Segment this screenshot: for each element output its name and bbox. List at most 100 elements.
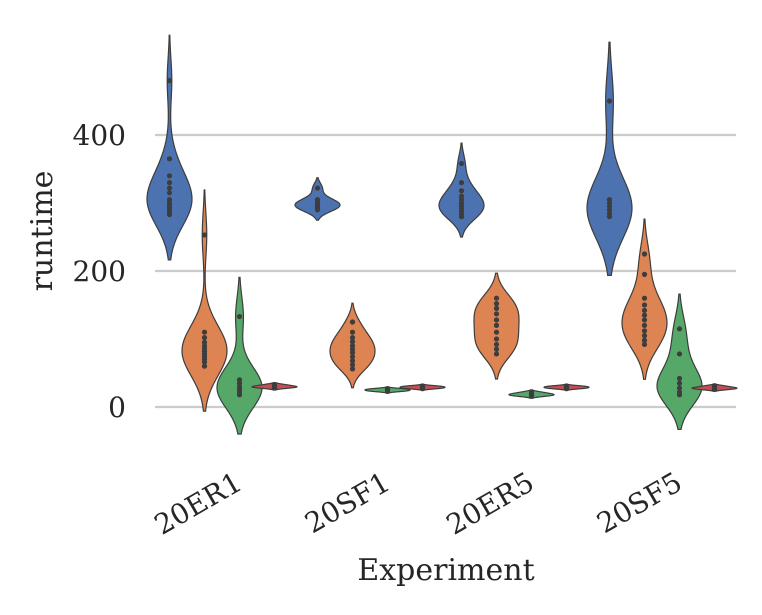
violin-point <box>201 232 208 238</box>
y-tick-label: 400 <box>73 119 126 152</box>
violin-point <box>271 385 278 391</box>
violin-20ER5-series-1 <box>438 142 485 238</box>
violin-point <box>641 312 648 318</box>
violin-20SF1-series-3 <box>364 386 411 394</box>
violin-point <box>458 180 465 186</box>
violin-body <box>656 293 703 431</box>
violin-point <box>676 375 683 382</box>
violin-20ER5-series-4 <box>543 383 590 392</box>
violin-body <box>586 41 633 276</box>
violin-point <box>641 333 648 339</box>
x-tick-label-20SF5: 20SF5 <box>591 465 687 540</box>
violin-body <box>181 189 228 412</box>
violin-point <box>493 346 500 352</box>
violin-point <box>641 322 648 328</box>
violin-point <box>493 351 500 357</box>
violin-20ER5-series-3 <box>508 389 555 399</box>
violin-point <box>201 335 208 341</box>
violin-body <box>216 276 263 435</box>
violin-point <box>349 319 356 325</box>
violin-point <box>493 301 500 307</box>
violin-20ER1-series-2 <box>181 189 228 412</box>
violin-point <box>606 98 613 104</box>
violin-point <box>201 329 208 335</box>
violin-point <box>349 366 356 372</box>
violin-point <box>349 354 356 360</box>
violin-point <box>349 350 356 356</box>
violin-point <box>166 173 173 179</box>
violin-point <box>641 317 648 323</box>
violin-20ER1-series-1 <box>146 34 193 261</box>
violin-point <box>563 386 570 392</box>
x-tick-label-20ER5: 20ER5 <box>441 465 540 541</box>
violin-point <box>676 392 683 398</box>
violin-point <box>676 385 683 391</box>
violin-point <box>201 363 208 369</box>
violin-20SF5-series-1 <box>586 41 633 276</box>
violin-point <box>349 362 356 368</box>
violin-point <box>641 307 648 314</box>
violin-point <box>349 329 356 335</box>
violin-point <box>493 317 500 323</box>
violin-point <box>528 393 535 399</box>
violin-point <box>493 322 500 328</box>
violin-point <box>349 339 356 345</box>
violin-point <box>676 380 683 386</box>
violin-20ER5-series-2 <box>473 272 520 380</box>
violin-point <box>314 185 321 191</box>
violin-20ER1-series-4 <box>251 381 298 391</box>
violin-point <box>166 156 173 162</box>
violin-20SF1-series-4 <box>399 383 446 392</box>
violin-point <box>641 271 648 277</box>
violin-point <box>493 295 500 301</box>
violin-point <box>166 185 173 191</box>
violin-point <box>711 386 718 392</box>
violin-20SF5-series-4 <box>691 383 738 392</box>
violin-body <box>146 34 193 261</box>
violin-point <box>493 305 500 311</box>
violin-point <box>458 160 465 167</box>
violin-point <box>384 388 391 394</box>
x-tick-labels: 20ER1 20SF1 20ER5 20SF5 <box>149 465 688 541</box>
violin-point <box>641 302 648 308</box>
violin-point <box>166 78 173 84</box>
violin-point <box>493 329 500 335</box>
violin-point <box>166 180 173 186</box>
violin-point <box>236 313 243 320</box>
violin-20SF1-series-1 <box>294 177 341 221</box>
violin-point <box>493 341 500 348</box>
violin-point <box>314 207 321 213</box>
violin-point <box>201 359 208 365</box>
violin-point <box>641 337 648 343</box>
violin-point <box>606 214 613 220</box>
violin-point <box>676 351 683 357</box>
violin-point <box>419 386 426 392</box>
violin-point <box>166 211 173 218</box>
violin-point <box>349 335 356 341</box>
violin-point <box>458 188 465 194</box>
violin-point <box>493 311 500 317</box>
y-tick-label: 0 <box>108 391 126 424</box>
y-axis-label: runtime <box>25 171 60 292</box>
y-tick-labels: 0 200 400 <box>73 119 126 424</box>
violin-point <box>641 341 648 348</box>
violin-point <box>236 392 243 398</box>
violin-point <box>641 328 648 334</box>
violin-20SF1-series-2 <box>329 302 376 389</box>
violin-point <box>641 295 648 301</box>
y-tick-label: 200 <box>73 255 126 288</box>
violins <box>146 34 738 435</box>
violin-point <box>641 251 648 257</box>
violin-point <box>458 214 465 220</box>
violin-20SF5-series-2 <box>621 218 668 380</box>
violin-20SF5-series-3 <box>656 293 703 431</box>
x-axis-label: Experiment <box>357 553 534 588</box>
violin-point <box>493 336 500 342</box>
x-tick-label-20ER1: 20ER1 <box>149 465 248 541</box>
x-tick-label-20SF1: 20SF1 <box>299 465 395 540</box>
violin-point <box>676 326 683 332</box>
violin-point <box>166 190 173 196</box>
violin-point <box>349 358 356 364</box>
violin-20ER1-series-3 <box>216 276 263 435</box>
